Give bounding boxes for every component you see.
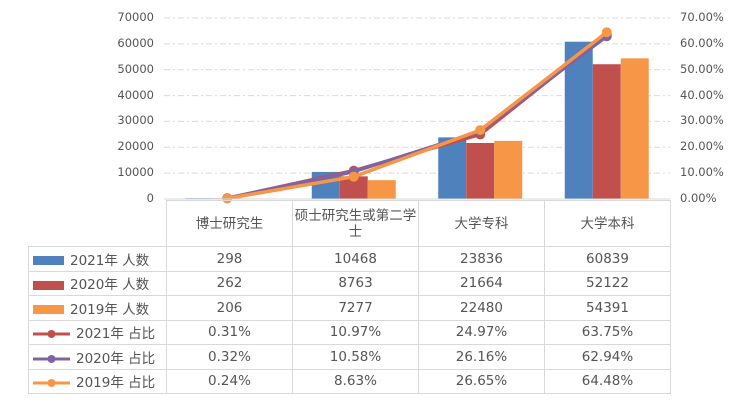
table-cell: 60839 [544,246,671,272]
table-row: 2021年 人数 298 10468 23836 60839 [28,246,671,272]
table-cell: 63.75% [544,319,671,345]
line-marker [348,171,359,182]
y2-tick-label: 30.00% [680,113,724,128]
table-row: 2021年 占比 0.31% 10.97% 24.97% 63.75% [28,319,671,345]
table-cell: 0.31% [166,319,293,345]
y-tick-label: 60000 [117,35,154,50]
table-cell: 298 [166,246,293,272]
table-corner [29,201,167,247]
bar [367,180,396,199]
bar [620,58,649,199]
y2-tick-label: 70.00% [680,10,724,24]
table-cell: 206 [166,295,293,321]
table-cell: 62.94% [544,344,671,370]
table-cell: 0.32% [166,344,293,370]
table-cell: 52122 [544,270,671,296]
y-tick-label: 20000 [117,139,154,154]
data-table: 博士研究生 硕士研究生或第二学士 大学专科 大学本科 2021年 人数 298 10… [28,200,671,394]
y-tick-label: 50000 [117,61,154,76]
line-series [226,34,608,200]
table-cell: 8.63% [292,368,419,394]
y2-tick-label: 40.00% [680,87,724,102]
legend-entry: 2020年 占比 [28,344,167,370]
line-series [226,30,608,201]
table-cell: 0.24% [166,368,293,394]
legend-line-marker-icon [33,354,70,363]
table-cell: 21664 [418,270,545,296]
table-cell: 10.58% [292,344,419,370]
table-cell: 22480 [418,295,545,321]
table-cell: 54391 [544,295,671,321]
bar [339,176,368,199]
y2-tick-label: 60.00% [680,35,724,50]
bar [494,140,523,199]
y2-tick-label: 50.00% [680,61,724,76]
table-cell: 262 [166,270,293,296]
table-cell: 8763 [292,270,419,296]
table-row: 2019年 占比 0.24% 8.63% 26.65% 64.48% [28,368,671,394]
y-tick-label: 40000 [117,87,154,102]
table-cell: 10.97% [292,319,419,345]
legend-label: 2019年 人数 [70,301,150,318]
legend-bar-swatch-icon [33,280,64,290]
bar [592,64,621,199]
category-label: 博士研究生 [166,200,293,247]
line-marker [601,27,612,38]
bar [438,137,467,199]
y-tick-label: 10000 [117,165,154,180]
table-header-row: 博士研究生 硕士研究生或第二学士 大学专科 大学本科 [29,200,671,247]
table-row: 2020年 人数 262 8763 21664 52122 [28,270,671,296]
table-cell: 64.48% [544,368,671,394]
legend-entry: 2020年 人数 [28,270,167,296]
legend-bar-swatch-icon [33,256,64,266]
legend-label: 2021年 占比 [76,326,156,343]
legend-label: 2019年 占比 [76,375,156,392]
y2-tick-label: 20.00% [680,139,724,154]
table-cell: 26.16% [418,344,545,370]
bar [466,142,495,199]
y-tick-label: 70000 [117,10,154,24]
table-cell: 24.97% [418,319,545,345]
legend-entry: 2021年 人数 [28,246,167,272]
legend-line-marker-icon [33,330,70,339]
legend-bar-swatch-icon [33,305,64,315]
table-cell: 10468 [292,246,419,272]
y2-tick-label: 10.00% [680,165,724,180]
legend-entry: 2021年 占比 [28,319,167,345]
table-cell: 7277 [292,295,419,321]
legend-label: 2020年 占比 [76,350,156,367]
category-label: 大学专科 [418,200,545,247]
category-label: 硕士研究生或第二学士 [292,200,419,247]
table-row: 2019年 人数 206 7277 22480 54391 [28,295,671,321]
legend-label: 2021年 人数 [70,252,150,269]
category-label: 大学本科 [544,200,671,247]
legend-line-marker-icon [33,379,70,388]
y2-tick-label: 0.00% [680,191,717,205]
table-cell: 26.65% [418,368,545,394]
y-tick-label: 0 [146,191,154,205]
legend-label: 2020年 人数 [70,277,150,294]
y-tick-label: 30000 [117,113,154,128]
table-cell: 23836 [418,246,545,272]
table-row: 2020年 占比 0.32% 10.58% 26.16% 62.94% [28,344,671,370]
legend-entry: 2019年 人数 [28,295,167,321]
line-marker [475,125,486,136]
legend-entry: 2019年 占比 [28,368,167,394]
bar [564,41,593,199]
